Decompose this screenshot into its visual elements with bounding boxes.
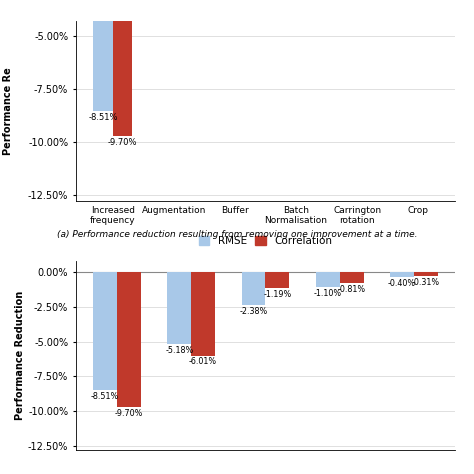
Text: -9.70%: -9.70% bbox=[108, 138, 137, 147]
Text: -9.70%: -9.70% bbox=[115, 409, 143, 418]
Legend: RMSE, Correlation: RMSE, Correlation bbox=[195, 232, 336, 250]
Text: -8.51%: -8.51% bbox=[91, 392, 119, 401]
Bar bbox=[414, 272, 438, 276]
Bar bbox=[340, 272, 364, 283]
Bar bbox=[191, 272, 215, 356]
Text: -1.19%: -1.19% bbox=[263, 290, 292, 299]
Bar bbox=[93, 0, 113, 110]
Y-axis label: Performance Re
: Performance Re bbox=[3, 67, 25, 155]
Text: -2.38%: -2.38% bbox=[239, 307, 268, 316]
Text: -8.51%: -8.51% bbox=[88, 113, 118, 122]
Bar bbox=[167, 272, 191, 344]
Bar bbox=[93, 272, 117, 391]
Bar bbox=[390, 272, 414, 277]
Text: -0.40%: -0.40% bbox=[388, 279, 416, 288]
Text: (a) Performance reduction resulting from removing one improvement at a time.: (a) Performance reduction resulting from… bbox=[57, 230, 417, 239]
Text: -6.01%: -6.01% bbox=[189, 357, 217, 366]
Bar bbox=[117, 272, 141, 407]
X-axis label: Removed Improvement: Removed Improvement bbox=[189, 264, 342, 277]
Text: -0.31%: -0.31% bbox=[412, 278, 440, 287]
Bar bbox=[316, 272, 340, 287]
Text: -5.18%: -5.18% bbox=[165, 346, 193, 355]
Y-axis label: Performance Reduction: Performance Reduction bbox=[15, 291, 25, 420]
Bar bbox=[113, 0, 132, 136]
Bar bbox=[242, 272, 265, 305]
Bar bbox=[265, 272, 289, 289]
Text: -1.10%: -1.10% bbox=[314, 289, 342, 298]
Text: -0.81%: -0.81% bbox=[337, 285, 365, 294]
